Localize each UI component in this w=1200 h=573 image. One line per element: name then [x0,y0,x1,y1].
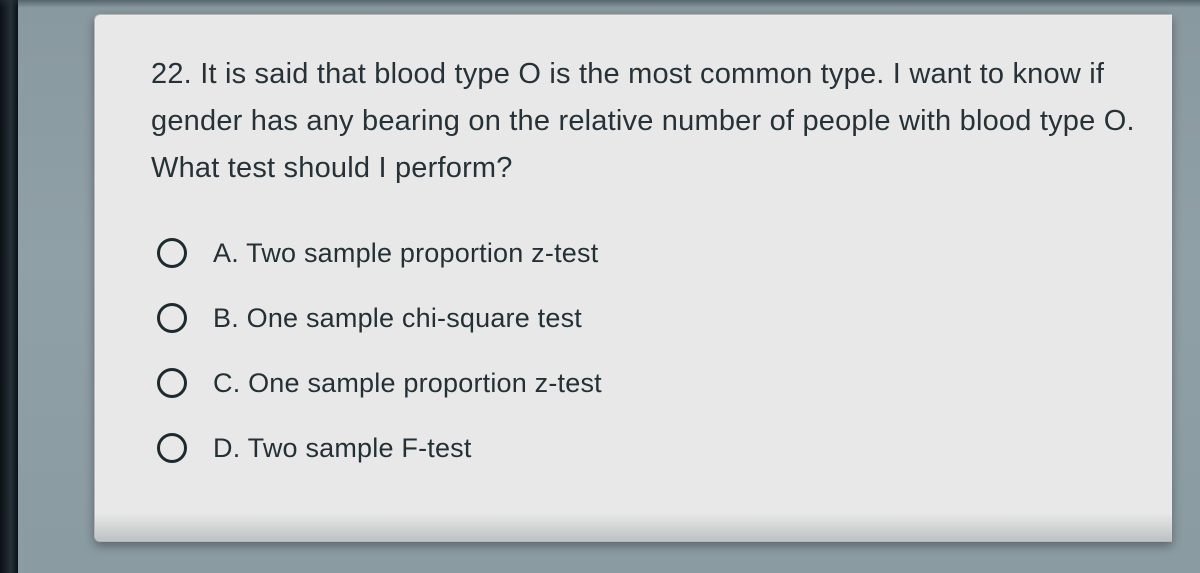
question-card: 22. It is said that blood type O is the … [94,14,1172,542]
option-letter: A. [213,238,239,268]
option-text: Two sample proportion z-test [246,238,598,268]
radio-icon[interactable] [157,433,187,463]
option-label: D. Two sample F-test [213,433,472,464]
option-label: B. One sample chi-square test [213,303,582,334]
option-a[interactable]: A. Two sample proportion z-test [157,238,1172,269]
option-text: Two sample F-test [248,433,472,463]
option-letter: D. [213,433,240,463]
option-c[interactable]: C. One sample proportion z-test [157,368,1172,399]
question-number: 22. [151,58,192,90]
screen-frame: 22. It is said that blood type O is the … [0,0,1200,573]
radio-icon[interactable] [157,368,187,398]
question-body: It is said that blood type O is the most… [151,58,1135,184]
options-list: A. Two sample proportion z-test B. One s… [151,238,1172,464]
option-letter: B. [213,303,239,333]
card-bottom-clip [95,513,1172,541]
option-text: One sample proportion z-test [248,368,602,398]
option-b[interactable]: B. One sample chi-square test [157,303,1172,334]
option-text: One sample chi-square test [247,303,582,333]
option-label: C. One sample proportion z-test [213,368,602,399]
top-bezel [0,0,1200,8]
option-letter: C. [213,368,240,398]
question-text: 22. It is said that blood type O is the … [151,51,1171,192]
option-label: A. Two sample proportion z-test [213,238,598,269]
radio-icon[interactable] [157,238,187,268]
radio-icon[interactable] [157,303,187,333]
option-d[interactable]: D. Two sample F-test [157,433,1172,464]
device-left-edge [0,0,18,573]
